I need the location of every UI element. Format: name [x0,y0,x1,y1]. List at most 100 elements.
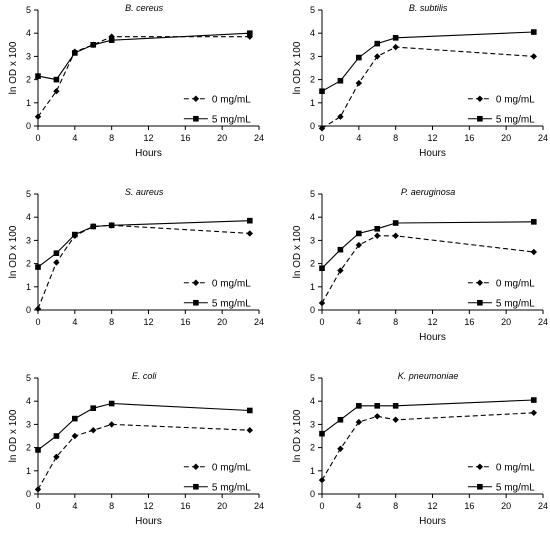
x-tick-label: 0 [319,133,324,143]
x-tick-label: 0 [319,317,324,327]
y-tick-label: 0 [310,305,315,315]
y-tick-label: 4 [26,212,31,222]
y-tick-label: 3 [26,419,31,429]
data-point [53,88,60,95]
legend-marker [192,463,200,470]
x-tick-label: 20 [501,133,511,143]
y-axis-title: ln OD x 100 [8,225,19,278]
data-point [318,476,326,484]
y-axis-title: ln OD x 100 [292,409,303,462]
panel-title: B. subtilis [409,3,448,13]
y-tick-label: 0 [26,121,31,131]
y-tick-label: 1 [26,466,31,476]
legend-label: 5 mg/mL [212,483,251,494]
legend-label: 5 mg/mL [496,483,535,494]
data-point [337,77,344,84]
data-point [530,409,537,416]
x-tick-label: 12 [143,133,153,143]
legend-marker [477,115,483,122]
series-line-treated [321,31,534,92]
x-tick-label: 0 [35,317,40,327]
x-tick-label: 20 [501,501,511,511]
y-tick-label: 2 [310,75,315,85]
x-axis-title: Hours [419,148,446,159]
series-line-control [37,224,250,310]
y-tick-label: 3 [26,235,31,245]
data-point [356,403,362,409]
x-tick-label: 16 [180,501,190,511]
x-tick-label: 24 [254,317,264,327]
x-tick-label: 16 [180,317,190,327]
y-tick-label: 1 [310,282,315,292]
data-point [35,73,41,79]
data-point [246,217,253,224]
x-tick-label: 24 [538,317,548,327]
data-point [246,230,253,237]
y-tick-label: 5 [26,373,31,383]
data-point [374,40,381,47]
data-point [53,250,60,256]
x-tick-label: 4 [72,133,77,143]
panel-title: S. aureus [125,187,164,197]
series-line-control [321,412,534,481]
data-point [355,418,363,426]
data-point [34,486,42,493]
data-point [319,265,325,272]
x-tick-label: 20 [217,317,227,327]
series-line-treated [37,402,250,451]
data-point [90,427,97,434]
x-tick-label: 8 [393,133,398,143]
data-point [72,50,78,56]
x-axis-title: Hours [419,332,446,343]
series-line-treated [321,221,534,269]
x-tick-label: 16 [180,133,190,143]
y-tick-label: 1 [310,466,315,476]
x-tick-label: 4 [356,133,361,143]
x-tick-label: 4 [72,317,77,327]
data-point [108,400,115,407]
data-point [53,259,60,266]
x-tick-label: 0 [35,133,40,143]
data-point [337,416,344,423]
y-tick-label: 0 [26,489,31,499]
data-point [53,433,60,439]
y-tick-label: 4 [310,212,315,222]
x-tick-label: 24 [254,501,264,511]
series-line-control [321,46,534,129]
data-point [53,453,60,461]
data-point [374,226,381,232]
data-point [392,35,399,41]
y-axis-title: ln OD x 100 [8,409,19,462]
data-point [34,113,42,120]
x-tick-label: 16 [464,133,474,143]
y-tick-label: 3 [26,51,31,61]
y-tick-label: 0 [310,489,315,499]
x-tick-label: 0 [35,501,40,511]
y-tick-label: 1 [26,98,31,108]
data-point [337,267,344,274]
legend-marker [476,95,484,102]
data-point [374,232,381,239]
data-point [53,76,60,83]
data-point [392,43,399,51]
data-point [392,220,399,226]
series-line-control [321,235,534,304]
x-tick-label: 8 [393,501,398,511]
x-tick-label: 24 [538,501,548,511]
legend-label: 5 mg/mL [212,115,251,126]
legend-label: 0 mg/mL [496,95,535,106]
legend-marker [477,299,483,306]
data-point [90,405,97,411]
legend-label: 0 mg/mL [212,279,251,290]
legend-label: 0 mg/mL [212,463,251,474]
legend-label: 5 mg/mL [496,299,535,310]
data-point [356,230,362,237]
y-tick-label: 2 [26,259,31,269]
x-tick-label: 4 [356,317,361,327]
y-axis-title: ln OD x 100 [292,225,303,278]
data-point [355,79,363,87]
y-tick-label: 3 [310,419,315,429]
legend-label: 0 mg/mL [212,95,251,106]
